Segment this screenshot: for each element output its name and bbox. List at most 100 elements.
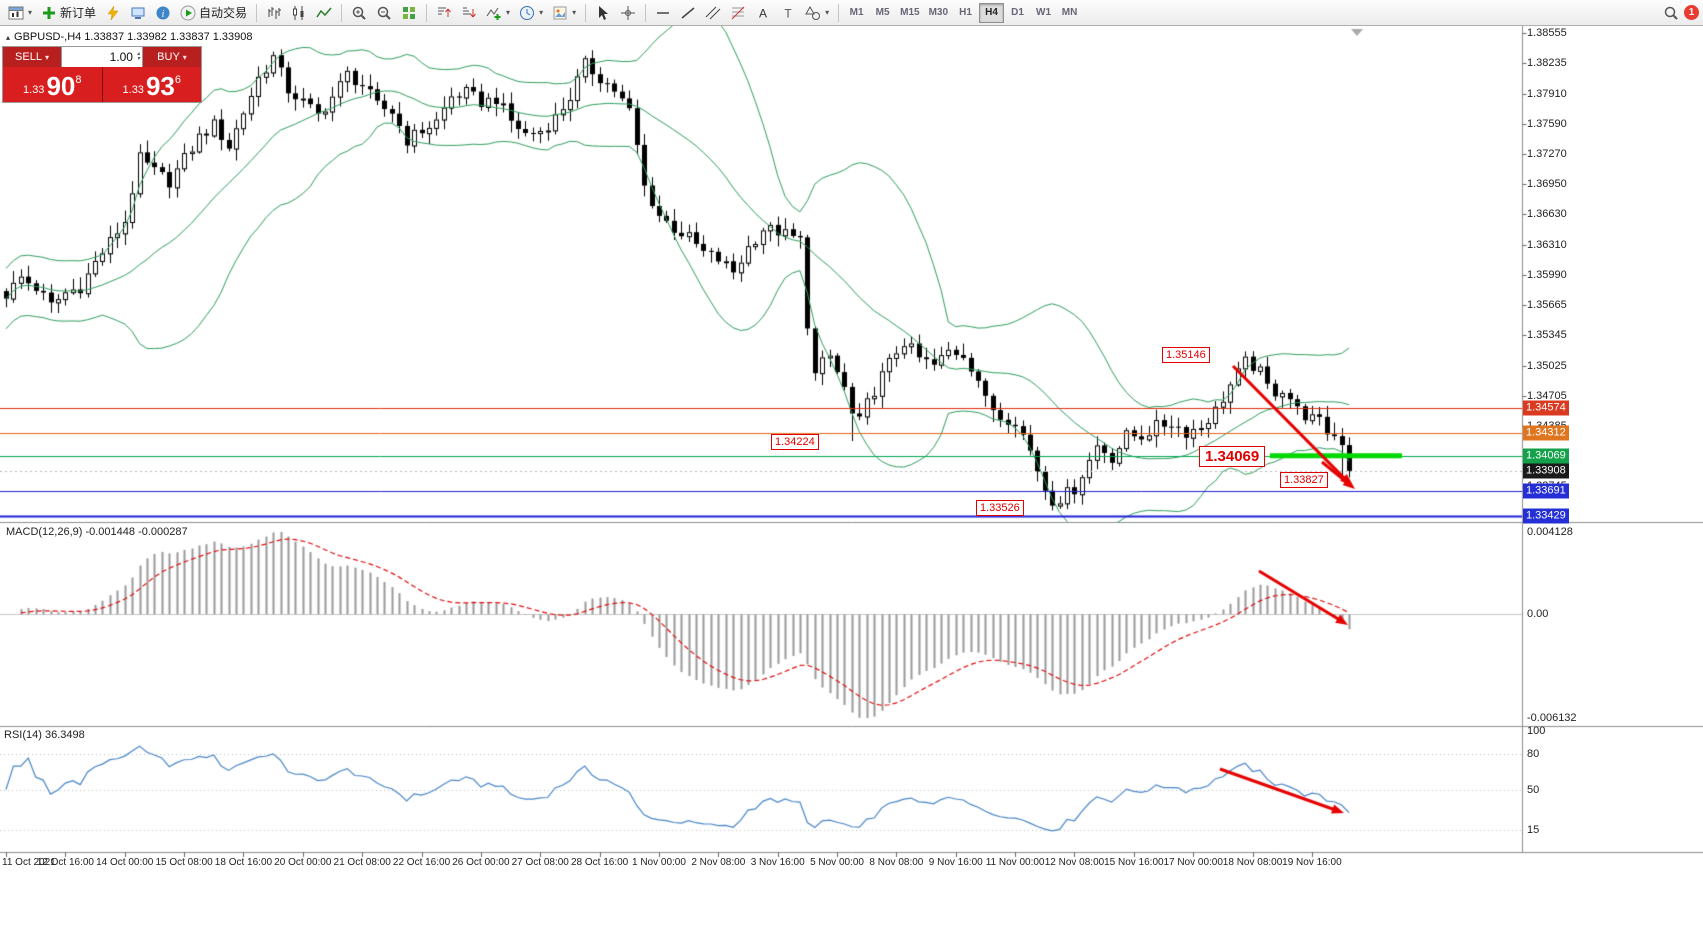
mql5-info-button[interactable]: i xyxy=(151,2,175,24)
shapes-icon xyxy=(805,5,821,21)
crosshair-icon xyxy=(620,5,636,21)
toolbar-separator xyxy=(426,3,428,22)
indicators-button[interactable]: ▾ xyxy=(482,2,514,24)
cursor-button[interactable] xyxy=(591,2,615,24)
sell-price-int: 1.33 xyxy=(23,84,45,96)
cursor-icon xyxy=(595,5,611,21)
autotrade-button[interactable]: 自动交易 xyxy=(176,2,251,24)
bolt-icon xyxy=(105,5,121,21)
sort-down-icon xyxy=(461,5,477,21)
zoom-out-button[interactable] xyxy=(372,2,396,24)
svg-text:i: i xyxy=(162,9,165,20)
arrange-ascending-button[interactable] xyxy=(432,2,456,24)
new-order-button[interactable]: 新订单 xyxy=(37,2,100,24)
timeframe-M15[interactable]: M15 xyxy=(896,3,923,23)
rsi-indicator-header: RSI(14) 36.3498 xyxy=(4,729,85,741)
timeframe-D1[interactable]: D1 xyxy=(1005,3,1030,23)
toolbar-separator xyxy=(645,3,647,22)
polyline-icon xyxy=(316,5,332,21)
stepper-up-icon[interactable]: ▴ xyxy=(136,51,140,57)
indicator-plus-icon xyxy=(486,5,502,21)
notifications-badge[interactable]: 1 xyxy=(1684,5,1699,20)
timeframe-H1[interactable]: H1 xyxy=(953,3,978,23)
zoom-icon xyxy=(1663,5,1679,21)
volume-value: 1.00 xyxy=(109,50,133,64)
plus-green-icon xyxy=(41,5,57,21)
fibonacci-button[interactable] xyxy=(726,2,750,24)
macd-indicator-header: MACD(12,26,9) -0.001448 -0.000287 xyxy=(6,526,188,538)
svg-text:T: T xyxy=(784,6,792,20)
volume-stepper[interactable]: ▴ ▾ xyxy=(136,51,140,62)
bar-chart-button[interactable] xyxy=(262,2,286,24)
channel-button[interactable] xyxy=(701,2,725,24)
textT-icon: T xyxy=(780,5,796,21)
chart-window-icon xyxy=(8,5,24,21)
chart-canvas[interactable] xyxy=(0,26,1703,946)
line-chart-button[interactable] xyxy=(312,2,336,24)
chevron-down-icon: ▾ xyxy=(572,8,577,17)
buy-button[interactable]: BUY ▾ xyxy=(143,47,201,67)
new-order-button-label: 新订单 xyxy=(60,6,97,20)
timeframe-W1[interactable]: W1 xyxy=(1031,3,1056,23)
sell-price[interactable]: 1.33 90 8 xyxy=(3,67,103,102)
buy-price-point: 6 xyxy=(174,74,181,86)
crosshair-button[interactable] xyxy=(616,2,640,24)
timeframe-M1[interactable]: M1 xyxy=(844,3,869,23)
volume-input[interactable]: 1.00 ▴ ▾ xyxy=(61,47,143,67)
fibo-icon xyxy=(730,5,746,21)
chevron-down-icon: ▾ xyxy=(28,8,33,17)
periods-button[interactable]: ▾ xyxy=(515,2,547,24)
candles-icon xyxy=(291,5,307,21)
symbol-ohlc-header: ▴ GBPUSD-,H4 1.33837 1.33982 1.33837 1.3… xyxy=(6,31,253,43)
timeframe-H4[interactable]: H4 xyxy=(979,2,1005,23)
shapes-button[interactable]: ▾ xyxy=(801,2,833,24)
timeframe-MN[interactable]: MN xyxy=(1057,3,1082,23)
toolbar-separator xyxy=(585,3,587,22)
zoom-in-icon xyxy=(351,5,367,21)
grid-green-icon xyxy=(401,5,417,21)
stepper-down-icon[interactable]: ▾ xyxy=(136,56,140,62)
terminal-button[interactable] xyxy=(126,2,150,24)
sell-price-pips: 90 xyxy=(46,71,76,101)
buy-dropdown-caret[interactable]: ▾ xyxy=(182,52,187,62)
trendline-button[interactable] xyxy=(676,2,700,24)
zoom-out-icon xyxy=(376,5,392,21)
text-button[interactable]: A xyxy=(751,2,775,24)
chevron-down-icon: ▾ xyxy=(539,8,544,17)
hline-button[interactable] xyxy=(651,2,675,24)
trendline-icon xyxy=(680,5,696,21)
clock-icon xyxy=(519,5,535,21)
svg-text:A: A xyxy=(759,6,767,20)
label-button[interactable]: T xyxy=(776,2,800,24)
bars-icon xyxy=(266,5,282,21)
hline-icon xyxy=(655,5,671,21)
candlestick-chart-button[interactable] xyxy=(287,2,311,24)
buy-price-pips: 93 xyxy=(145,71,175,101)
chevron-down-icon: ▾ xyxy=(506,8,511,17)
symbol-ohlc-text: GBPUSD-,H4 1.33837 1.33982 1.33837 1.339… xyxy=(14,31,253,43)
info-icon: i xyxy=(155,5,171,21)
new-chart-button[interactable]: ▾ xyxy=(4,2,36,24)
timeframe-M30[interactable]: M30 xyxy=(925,3,952,23)
search-button[interactable] xyxy=(1659,2,1683,24)
chevron-down-icon: ▾ xyxy=(825,8,830,17)
sell-dropdown-caret[interactable]: ▾ xyxy=(44,52,49,62)
terminal-icon xyxy=(130,5,146,21)
arrange-descending-button[interactable] xyxy=(457,2,481,24)
buy-label: BUY xyxy=(157,51,180,63)
buy-price[interactable]: 1.33 93 6 xyxy=(102,67,201,102)
textA-icon: A xyxy=(755,5,771,21)
sort-up-icon xyxy=(436,5,452,21)
main-toolbar: ▾ 新订单 i 自动交易 ▾ ▾ ▾ A T ▾ M1 M5 M15 M30 H1 H4 D1 W1 MN 1 xyxy=(0,0,1703,26)
template-icon xyxy=(552,5,568,21)
flash-button[interactable] xyxy=(101,2,125,24)
timeframe-M5[interactable]: M5 xyxy=(870,3,895,23)
buy-price-int: 1.33 xyxy=(122,84,144,96)
sell-button[interactable]: SELL ▾ xyxy=(3,47,61,67)
toolbar-separator xyxy=(341,3,343,22)
zoom-in-button[interactable] xyxy=(347,2,371,24)
play-green-icon xyxy=(180,5,196,21)
templates-button[interactable]: ▾ xyxy=(548,2,580,24)
tile-windows-button[interactable] xyxy=(397,2,421,24)
